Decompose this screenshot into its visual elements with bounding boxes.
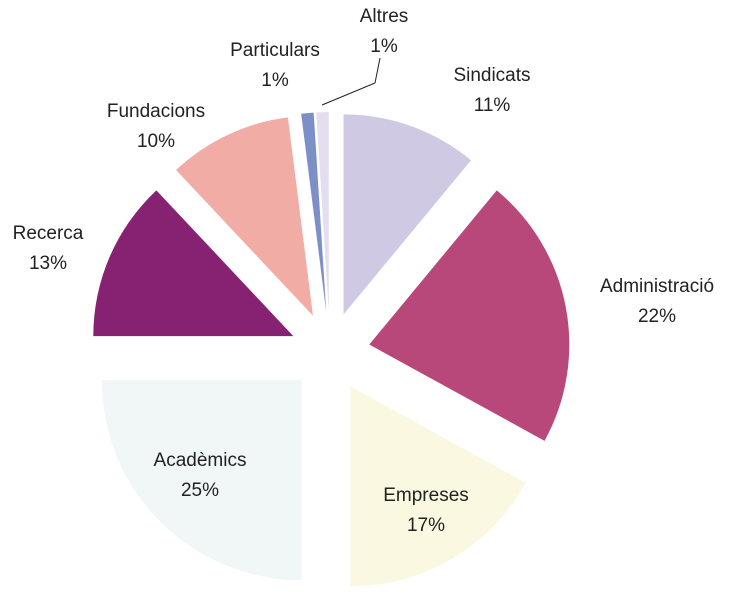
slice-value-label: 17% (407, 515, 445, 536)
slice-value-label: 25% (181, 480, 219, 501)
leader-line (321, 82, 376, 106)
pie-slice (101, 380, 302, 581)
slice-value-label: 11% (474, 95, 511, 116)
slice-label: Acadèmics (154, 450, 247, 471)
slice-label: Sindicats (453, 65, 530, 86)
slice-value-label: 22% (638, 306, 676, 327)
slice-value-label: 10% (137, 131, 175, 152)
pie-slice (93, 190, 294, 337)
slice-value-label: 13% (29, 253, 67, 274)
leader-line (374, 57, 381, 84)
slice-value-label: 1% (261, 70, 289, 91)
slice-label: Administració (600, 276, 714, 297)
pie-slice (301, 112, 327, 313)
pie-slice (343, 114, 472, 315)
pie-slice (316, 112, 329, 313)
slice-label: Empreses (383, 485, 469, 506)
pie-slice (176, 117, 313, 316)
slice-label: Recerca (13, 223, 84, 244)
slice-value-label: 1% (370, 36, 398, 57)
pie-slice (350, 386, 526, 587)
slice-label: Fundacions (107, 101, 205, 122)
slice-label: Particulars (230, 40, 320, 61)
pie-slice (369, 190, 570, 441)
slice-label: Altres (360, 6, 409, 27)
